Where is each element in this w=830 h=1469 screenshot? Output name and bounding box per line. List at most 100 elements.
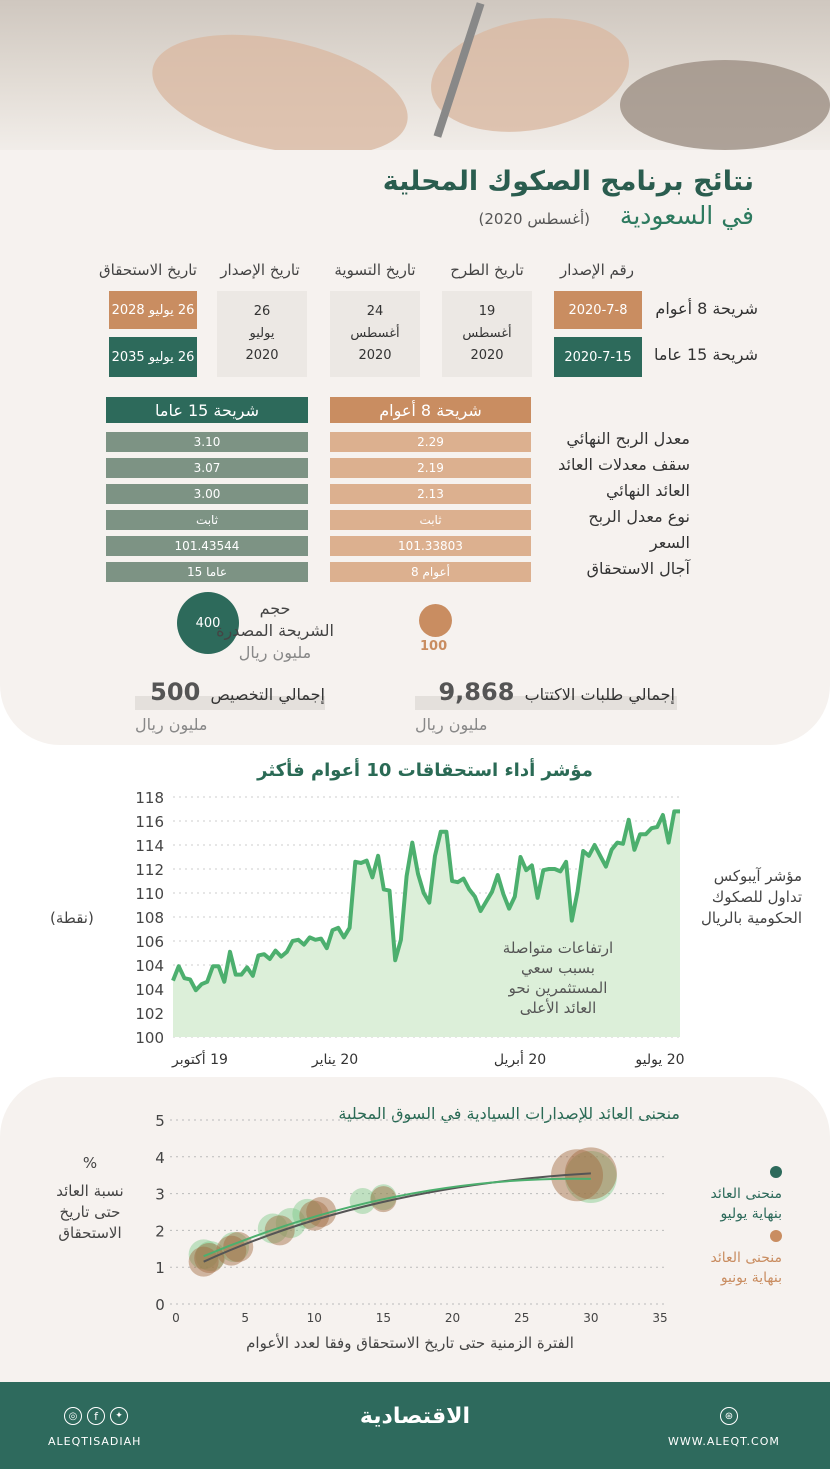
line-ylabel: (نقطة): [50, 909, 94, 927]
facebook-icon[interactable]: f: [87, 1407, 105, 1425]
row-label-8y: شريحة 8 أعوام: [655, 299, 758, 318]
x-tick-label: 30: [583, 1311, 598, 1325]
allocation-value: 500: [150, 678, 201, 706]
allocation-label-text: إجمالي التخصيص: [210, 685, 325, 704]
terms-header-15y: شريحة 15 عاما: [106, 397, 308, 423]
scatter-title: منحنى العائد للإصدارات السيادية في السوق…: [265, 1104, 680, 1123]
allocation-bar: [135, 696, 325, 710]
term-value-8y: 2.29: [330, 432, 531, 452]
y-tick-label: 1: [155, 1259, 165, 1277]
ylabel-1: %: [82, 1154, 98, 1172]
y-tick-label: 112: [135, 861, 164, 879]
term-value-8y: 101.33803: [330, 536, 531, 556]
series-label-3: الحكومية بالريال: [700, 909, 802, 927]
y-tick-label: 106: [135, 933, 164, 951]
series-line: [171, 809, 680, 993]
ylabel-3: حتى تاريخ: [59, 1203, 121, 1221]
bubble-july: [195, 1241, 226, 1272]
term-label: العائد النهائي: [605, 481, 690, 500]
footer-website[interactable]: WWW.ALEQT.COM: [668, 1435, 780, 1448]
subscription-unit: مليون ريال: [415, 715, 488, 734]
subscription-label-text: إجمالي طلبات الاكتتاب: [524, 685, 675, 704]
footer-handle[interactable]: ALEQTISADIAH: [48, 1435, 142, 1448]
page-subtitle: في السعودية: [619, 201, 754, 230]
maturity-15y: 26 يوليو 2035: [109, 337, 197, 377]
page-title: نتائج برنامج الصكوك المحلية: [382, 166, 754, 197]
header-settlement-date: تاريخ التسوية: [334, 261, 416, 279]
x-tick-label: 25: [514, 1311, 529, 1325]
term-label: السعر: [649, 533, 690, 552]
y-tick-label: 2: [155, 1222, 165, 1240]
instagram-icon[interactable]: ◎: [64, 1407, 82, 1425]
social-icons: ◎ f ✦: [64, 1407, 128, 1425]
scatter-xlabel: الفترة الزمنية حتى تاريخ الاستحقاق وفقا …: [246, 1334, 574, 1352]
term-label: آجال الاستحقاق: [586, 559, 690, 578]
y-tick-label: 108: [135, 909, 164, 927]
y-tick-label: 104: [135, 957, 164, 975]
scatter-ylabel: % نسبة العائد حتى تاريخ الاستحقاق: [40, 1153, 140, 1244]
y-tick-label: 4: [155, 1149, 165, 1167]
size-unit: مليون ريال: [238, 643, 312, 662]
term-value-8y: 8 أعوام: [330, 562, 531, 582]
x-tick-label: 5: [241, 1311, 249, 1325]
ylabel-2: نسبة العائد: [56, 1182, 124, 1200]
issue-no-8y: 2020-7-8: [554, 291, 642, 329]
header-offer-date: تاريخ الطرح: [450, 261, 524, 279]
legend-july: منحنى العائد بنهاية يوليو: [710, 1186, 782, 1222]
x-tick-label: 0: [172, 1311, 180, 1325]
legend-june: منحنى العائد بنهاية يونيو: [710, 1250, 782, 1286]
bubble-july: [219, 1231, 250, 1262]
y-tick-label: 104: [135, 981, 164, 999]
legend-june-dot: [770, 1230, 782, 1242]
legend-july-dot: [770, 1166, 782, 1178]
term-value-15y: 101.43544: [106, 536, 308, 556]
bubble-july: [564, 1151, 617, 1204]
ylabel-4: الاستحقاق: [58, 1224, 122, 1242]
yield-curve-panel: [0, 1077, 830, 1382]
settlement-year: 2020: [358, 348, 392, 363]
issue-day: 26: [253, 304, 271, 319]
settlement-day: 24: [366, 304, 384, 319]
series-label-1: مؤشر آيبوكس: [713, 867, 802, 885]
x-tick-label: 15: [376, 1311, 391, 1325]
term-value-8y: ثابت: [330, 510, 531, 530]
line-annotation: ارتفاعات متواصلة بسبب سعي المستثمرين نحو…: [495, 938, 621, 1018]
offer-year: 2020: [470, 348, 504, 363]
x-tick-label: 20: [445, 1311, 460, 1325]
x-tick-label: 19 أكتوبر: [171, 1050, 228, 1068]
header-issue-no: رقم الإصدار: [560, 261, 634, 279]
term-value-15y: 3.07: [106, 458, 308, 478]
x-tick-label: 35: [652, 1311, 667, 1325]
annotation-4: العائد الأعلى: [519, 999, 597, 1017]
issue-year: 2020: [245, 348, 279, 363]
subscription-label: إجمالي طلبات الاكتتاب 9,868: [438, 678, 675, 706]
settlement-date: 24 أغسطس 2020: [330, 291, 420, 377]
series-label-2: تداول للصكوك: [711, 888, 802, 906]
size-bubble-8y: [419, 604, 452, 637]
allocation-label: إجمالي التخصيص 500: [150, 678, 325, 706]
header-maturity-date: تاريخ الاستحقاق: [99, 261, 197, 279]
row-label-15y: شريحة 15 عاما: [654, 345, 758, 364]
logo: الاقتصادية: [359, 1404, 471, 1429]
x-tick-label: 10: [307, 1311, 322, 1325]
area-fill: [173, 811, 680, 1037]
settlement-month: أغسطس: [350, 326, 400, 341]
term-label: معدل الربح النهائي: [566, 429, 690, 448]
y-tick-label: 3: [155, 1186, 165, 1204]
header-issue-date: تاريخ الإصدار: [220, 261, 300, 279]
line-series-label: مؤشر آيبوكس تداول للصكوك الحكومية بالريا…: [701, 866, 802, 929]
scatter-chart: 0 1 2 3 4 5 0 5 10 15 20 25 30 35: [155, 1112, 667, 1325]
term-value-15y: 15 عاما: [106, 562, 308, 582]
term-label: سقف معدلات العائد: [558, 455, 690, 474]
bubble-july: [188, 1239, 219, 1270]
twitter-icon[interactable]: ✦: [110, 1407, 128, 1425]
size-bubble-15y: 400: [177, 592, 239, 654]
subscription-value: 9,868: [438, 678, 515, 706]
size-8y-value: 100: [420, 639, 448, 654]
term-value-15y: 3.10: [106, 432, 308, 452]
y-tick-label: 114: [135, 837, 164, 855]
bubble-june: [564, 1147, 617, 1200]
offer-month: أغسطس: [462, 326, 512, 341]
term-value-15y: 3.00: [106, 484, 308, 504]
trend-line-july: [203, 1177, 591, 1258]
